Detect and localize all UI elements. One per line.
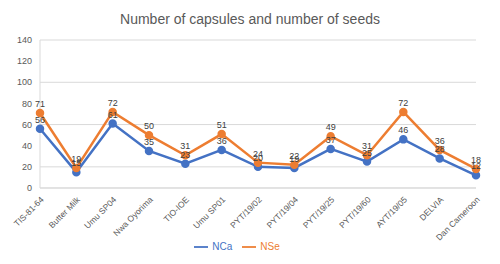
svg-text:19: 19: [71, 154, 81, 164]
svg-text:Dan Cameroon: Dan Cameroon: [434, 194, 482, 242]
svg-text:100: 100: [17, 77, 32, 87]
svg-text:72: 72: [398, 98, 408, 108]
svg-text:12: 12: [471, 161, 481, 172]
svg-text:PYT/19/04: PYT/19/04: [265, 194, 301, 230]
svg-text:PYT/19/60: PYT/19/60: [337, 194, 373, 230]
svg-text:24: 24: [253, 149, 263, 159]
svg-text:36: 36: [217, 136, 227, 146]
svg-text:46: 46: [398, 125, 408, 135]
svg-text:50: 50: [144, 121, 154, 131]
svg-text:Umu SP01: Umu SP01: [191, 194, 227, 230]
svg-text:TIO-IOE: TIO-IOE: [162, 194, 192, 224]
svg-text:DELVIA: DELVIA: [417, 194, 445, 222]
html-text:NSe: NSe: [260, 240, 280, 252]
svg-text:PYT/19/25: PYT/19/25: [301, 194, 337, 230]
svg-text:61: 61: [108, 110, 118, 120]
svg-text:72: 72: [108, 98, 118, 108]
svg-text:25: 25: [362, 147, 372, 158]
svg-text:56: 56: [35, 115, 45, 125]
svg-text:Nwa Oyorima: Nwa Oyorima: [111, 194, 155, 238]
svg-text:120: 120: [17, 56, 32, 66]
svg-text:36: 36: [435, 136, 445, 146]
svg-text:23: 23: [180, 149, 191, 160]
svg-text:40: 40: [22, 141, 32, 151]
svg-text:51: 51: [217, 120, 227, 130]
svg-text:140: 140: [17, 35, 32, 45]
svg-text:PYT/19/02: PYT/19/02: [228, 194, 264, 230]
svg-text:0: 0: [27, 183, 32, 193]
svg-text:80: 80: [22, 99, 32, 109]
svg-text:Butter Milk: Butter Milk: [47, 194, 83, 230]
html-text:Number of capsules and number: Number of capsules and number of seeds: [120, 11, 380, 27]
svg-text:18: 18: [471, 155, 481, 165]
svg-text:35: 35: [144, 137, 154, 147]
html-text:NCa: NCa: [212, 240, 233, 252]
svg-text:49: 49: [326, 122, 336, 132]
svg-text:AYT/19/05: AYT/19/05: [374, 194, 409, 229]
svg-text:60: 60: [22, 120, 32, 130]
svg-text:28: 28: [434, 144, 445, 155]
svg-text:22: 22: [289, 151, 299, 161]
svg-text:71: 71: [35, 99, 45, 109]
svg-text:TIS-81-64: TIS-81-64: [12, 194, 46, 228]
svg-text:37: 37: [326, 135, 336, 145]
svg-text:31: 31: [362, 141, 372, 151]
svg-text:20: 20: [22, 162, 32, 172]
svg-text:31: 31: [180, 141, 190, 151]
svg-text:Umu SP04: Umu SP04: [82, 194, 118, 230]
